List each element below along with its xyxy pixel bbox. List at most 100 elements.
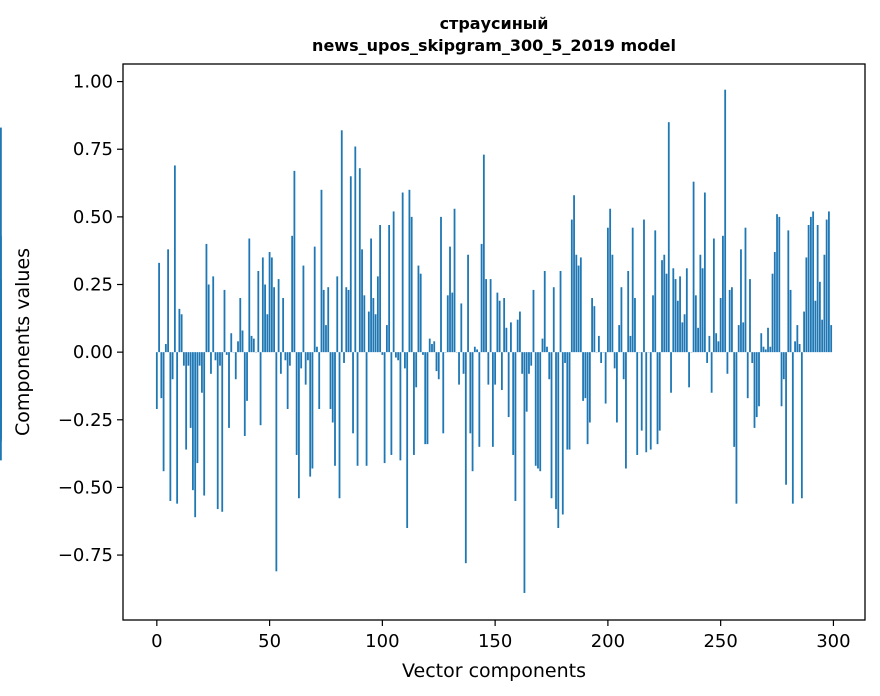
bar-258 [737,325,740,353]
y-tick-label: 0.00 [73,342,113,363]
bar-84 [345,287,348,353]
bar-175 [550,352,553,499]
y-tick-label: 0.50 [73,207,113,228]
bar-290 [809,216,812,353]
chart-title-line1: страусиный [440,14,549,33]
bar-47 [261,257,264,353]
bar-213 [636,352,639,455]
bar-52 [273,287,275,353]
bar-275 [776,214,778,353]
bar-138 [467,254,469,353]
bar-247 [712,238,715,353]
bar-211 [631,227,634,353]
bar-197 [600,352,603,363]
bar-277 [780,352,783,407]
bar-208 [625,352,627,469]
bar-181 [564,352,566,363]
bar-226 [665,273,668,353]
bar-161 [519,311,521,353]
x-tick-label: 100 [365,631,399,652]
bar-92 [363,295,366,353]
bar-29 [221,352,224,512]
bar-43 [252,338,255,353]
bar-106 [394,352,397,358]
bar-273 [771,273,774,353]
bar-11 [180,314,183,353]
bar-236 [688,352,690,388]
bar-176 [552,287,555,353]
bar-102 [385,325,388,353]
bar-33 [230,333,233,353]
bar-118 [422,352,424,355]
bar-131 [451,292,454,353]
bar-291 [812,211,815,353]
bar-77 [329,352,332,409]
bar-16 [192,352,194,491]
bar-68 [309,352,312,477]
bar-64 [300,352,303,369]
bar-249 [717,341,720,353]
bar-7 [171,352,174,380]
bar-280 [787,230,790,353]
bar-38 [241,330,244,353]
bar-230 [674,279,677,353]
y-tick-label: 0.25 [73,275,113,296]
bar-158 [512,352,515,455]
bar-184 [570,219,573,353]
bar-48 [264,284,266,353]
bar-272 [769,346,772,353]
bar-121 [428,338,431,353]
bar-0 [155,352,158,409]
bar-292 [814,300,817,353]
bar-53 [275,352,278,572]
bar-91 [361,249,363,353]
bar-204 [616,352,618,423]
bar-199 [604,352,607,404]
bar-299 [830,325,833,353]
bar-259 [740,249,742,353]
bar-287 [803,311,805,353]
bar-105 [392,211,395,353]
bar-261 [744,227,747,353]
bar-190 [584,352,587,399]
bar-295 [821,319,824,353]
bar-145 [482,154,485,353]
bar-104 [390,352,393,455]
bar-26 [214,352,217,361]
bar-284 [796,325,799,353]
bar-107 [397,352,400,361]
bar-167 [532,289,535,353]
bar-242 [701,268,704,353]
bar-59 [288,352,291,366]
bar-35 [234,352,237,380]
y-tick-label: 1.00 [73,72,113,93]
bar-206 [620,287,623,353]
bar-274 [773,252,776,353]
bar-96 [372,298,375,353]
bar-137 [464,352,467,564]
bar-19 [198,352,201,366]
bar-85 [347,289,350,353]
bar-165 [528,352,530,374]
bar-30 [223,289,226,353]
bar-150 [494,352,497,385]
bar-202 [611,254,614,353]
bar-215 [640,352,643,431]
x-tick-label: 150 [478,631,512,652]
bar-157 [510,322,512,353]
bar-174 [548,352,551,380]
bar-22 [205,243,208,353]
bar-294 [818,281,821,353]
bar-14 [187,352,190,366]
bar-257 [735,352,738,504]
bar-24 [210,352,212,374]
bar-82 [340,130,343,353]
y-axis-ticks: −0.75 −0.50 −0.25 0.00 0.25 0.50 0.75 1.00 [58,72,123,566]
bar-210 [629,335,632,353]
bar-153 [500,352,503,391]
bar-201 [609,208,612,353]
bar-57 [284,352,287,361]
bar-78 [331,352,334,423]
bar-27 [216,352,219,510]
bar-160 [516,319,519,353]
